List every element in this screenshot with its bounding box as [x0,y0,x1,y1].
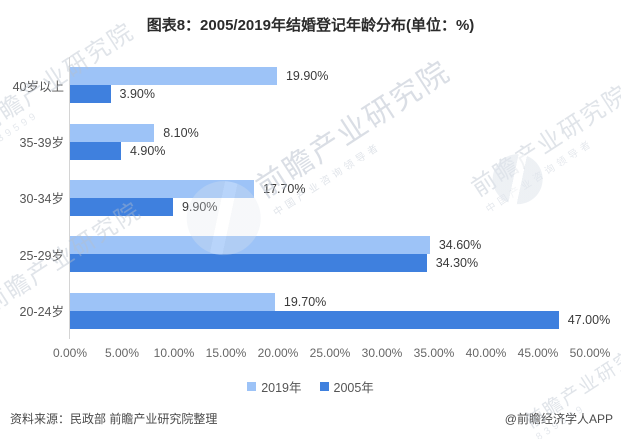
bar-line: 9.90% [70,197,590,216]
chart-body: 40岁以上 35-39岁 30-34岁 25-29岁 20-24岁 19.90% 3.90… [0,57,621,339]
bar-2005年 [70,141,121,160]
credit-note: @前瞻经济学人APP [504,412,613,426]
value-label: 4.90% [129,143,166,158]
bar-line: 34.30% [70,254,590,273]
value-label: 9.90% [181,199,218,214]
bar-group: 8.10% 4.90% [70,113,590,169]
x-tick-label: 10.00% [153,345,195,360]
category-label: 40岁以上 [12,79,64,94]
x-tick-label: 50.00% [569,345,611,360]
bar-line: 8.10% [70,123,590,142]
legend-label: 2005年 [333,380,374,395]
x-tick-label: 25.00% [309,345,351,360]
footer: 资料来源：民政部 前瞻产业研究院整理 @前瞻经济学人APP [10,410,613,427]
category-label: 35-39岁 [19,136,64,151]
bar-2005年 [70,254,427,273]
bar-chart: 40岁以上 35-39岁 30-34岁 25-29岁 20-24岁 19.90% 3.90… [0,57,621,396]
x-tick-label: 40.00% [465,345,507,360]
value-label: 8.10% [163,125,199,140]
bar-2005年 [70,85,111,104]
bar-line: 17.70% [70,179,590,198]
value-label: 34.30% [435,256,479,271]
legend-item: 2005年 [319,377,374,396]
category-label: 30-34岁 [19,192,64,207]
bar-2019年 [70,179,255,198]
legend-item: 2019年 [247,377,302,396]
value-label: 3.90% [119,87,155,102]
bar-line: 3.90% [70,85,590,104]
x-tick-label: 20.00% [257,345,299,360]
plot-area: 19.90% 3.90% 8.10% 4.90% 17.70% 9.90% 34.60% 34… [69,57,610,339]
bar-line: 34.60% [70,236,590,255]
bar-group: 19.70% 47.00% [70,283,610,339]
legend-swatch [247,381,257,391]
x-tick-label: 30.00% [361,345,403,360]
bar-2019年 [70,67,277,86]
value-label: 34.60% [438,238,482,253]
category-label: 25-29岁 [19,248,64,263]
bar-group: 19.90% 3.90% [70,57,590,113]
bar-group: 34.60% 34.30% [70,226,590,282]
y-axis-labels: 40岁以上 35-39岁 30-34岁 25-29岁 20-24岁 [0,57,69,339]
legend-swatch [319,381,329,391]
legend: 2019年 2005年 [0,377,621,396]
bar-2019年 [70,292,275,311]
x-tick-label: 15.00% [205,345,247,360]
source-note: 资料来源：民政部 前瞻产业研究院整理 [10,412,218,426]
x-axis: 0.00% 5.00% 10.00% 15.00% 20.00% 25.00% 30.00%… [53,345,610,362]
bar-group: 17.70% 9.90% [70,170,590,226]
legend-label: 2019年 [261,380,302,395]
chart-title: 图表8：2005/2019年结婚登记年龄分布(单位：%) [146,17,475,34]
bar-line: 19.70% [70,292,590,311]
x-tick-label: 45.00% [517,345,559,360]
value-label: 19.90% [285,69,329,84]
category-label: 20-24岁 [19,305,64,320]
x-tick-label: 35.00% [413,345,455,360]
value-label: 19.70% [283,294,327,309]
bar-2019年 [70,236,430,255]
bar-2019年 [70,123,155,142]
bar-line: 4.90% [70,141,590,160]
bar-line: 47.00% [70,310,610,329]
bar-2005年 [70,310,559,329]
value-label: 47.00% [567,312,611,327]
x-tick-label: 5.00% [104,345,140,360]
bar-2005年 [70,197,173,216]
value-label: 17.70% [263,181,306,196]
x-tick-label: 0.00% [52,345,88,360]
bar-line: 19.90% [70,67,590,86]
